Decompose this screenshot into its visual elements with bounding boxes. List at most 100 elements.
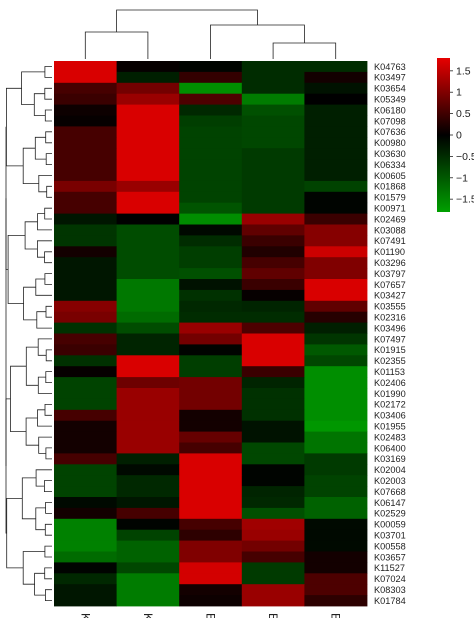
row-label: K02316 xyxy=(374,312,406,322)
row-label: K03497 xyxy=(374,73,406,83)
dendrogram-branch xyxy=(45,153,52,165)
heatmap-cell xyxy=(304,246,368,258)
heatmap-cell xyxy=(54,235,117,247)
heatmap-cell xyxy=(54,246,117,258)
heatmap-cell xyxy=(54,355,117,367)
heatmap-cell xyxy=(179,398,243,411)
heatmap-cell xyxy=(179,311,243,323)
row-label: K02483 xyxy=(374,432,406,442)
heatmap-cell xyxy=(116,344,180,356)
heatmap-cell xyxy=(116,148,180,160)
heatmap-cell xyxy=(304,180,368,193)
heatmap-cell xyxy=(304,442,368,454)
heatmap-cell xyxy=(116,279,180,291)
heatmap-cell xyxy=(241,224,305,236)
heatmap-cell xyxy=(304,540,368,552)
heatmap-cell xyxy=(241,409,305,422)
heatmap-cell xyxy=(241,486,305,498)
heatmap-cell xyxy=(304,409,368,422)
heatmap-cell xyxy=(116,420,180,432)
heatmap-cell xyxy=(179,180,243,193)
dendrogram-branch xyxy=(23,286,37,321)
column-label: B2 xyxy=(204,613,218,618)
heatmap-cell xyxy=(179,540,243,552)
dendrogram-branch xyxy=(25,417,39,446)
heatmap-cell xyxy=(116,507,180,520)
heatmap-cell xyxy=(241,420,305,432)
heatmap-cell xyxy=(116,333,180,345)
column-label: K1 xyxy=(78,613,92,618)
heatmap-cell xyxy=(304,191,368,204)
heatmap-cell xyxy=(179,464,243,476)
dendrogram-branch xyxy=(6,498,24,569)
dendrogram-branch xyxy=(44,404,52,416)
column-label: B4 xyxy=(329,613,343,618)
dendrogram-branch xyxy=(44,480,52,492)
heatmap-cell xyxy=(179,518,243,531)
dendrogram-branch xyxy=(44,66,52,78)
dendrogram-branch xyxy=(38,175,52,193)
row-label: K02172 xyxy=(374,400,406,410)
heatmap-cell xyxy=(116,366,180,378)
heatmap-cell xyxy=(116,289,180,302)
heatmap-cell xyxy=(179,562,243,574)
heatmap-cell xyxy=(241,82,305,95)
heatmap-cell xyxy=(54,71,117,84)
legend-tick-label: −1.5 xyxy=(456,194,474,206)
heatmap-cell xyxy=(179,191,243,204)
heatmap-cell xyxy=(54,497,117,509)
heatmap-cell xyxy=(304,300,368,313)
heatmap-cell xyxy=(116,518,180,531)
heatmap-cell xyxy=(54,322,117,334)
row-labels: K04763K03497K03654K05349K06180K07098K076… xyxy=(374,62,406,606)
heatmap-cell xyxy=(54,180,117,193)
heatmap-cell xyxy=(304,224,368,236)
heatmap-cell xyxy=(179,224,243,236)
heatmap-cell xyxy=(241,518,305,531)
heatmap-cell xyxy=(179,551,243,563)
dendrogram-branch xyxy=(6,87,24,167)
heatmap-cell xyxy=(304,268,368,280)
heatmap-cell xyxy=(54,115,117,127)
dendrogram-branch xyxy=(45,447,52,460)
heatmap-cell xyxy=(116,159,180,171)
heatmap-cell xyxy=(241,115,305,127)
heatmap-cell xyxy=(241,442,305,454)
dendrogram-branch xyxy=(45,349,52,362)
row-label: K07497 xyxy=(374,334,406,344)
dendrogram-branch xyxy=(22,147,39,184)
heatmap-cell xyxy=(54,540,117,552)
heatmap-cell xyxy=(241,289,305,302)
heatmap-cell xyxy=(241,170,305,182)
heatmap-cell xyxy=(116,409,180,422)
heatmap-cell xyxy=(54,159,117,171)
heatmap-cell xyxy=(304,486,368,498)
row-label: K03555 xyxy=(374,302,406,312)
dendrogram-branch xyxy=(116,9,258,32)
row-label: K07024 xyxy=(374,574,406,584)
heatmap-cell xyxy=(179,82,243,95)
dendrogram-branch xyxy=(38,436,52,454)
heatmap-cell xyxy=(304,529,368,541)
dendrogram-branch xyxy=(44,207,52,220)
heatmap-cell xyxy=(241,246,305,258)
heatmap-cell xyxy=(304,464,368,476)
heatmap-cell xyxy=(241,551,305,563)
heatmap-cell xyxy=(179,497,243,509)
heatmap-cell xyxy=(241,464,305,476)
dendrogram-branch xyxy=(21,477,37,520)
heatmap-cell xyxy=(179,420,243,432)
heatmap-cell xyxy=(179,507,243,520)
dendrogram-branch xyxy=(44,87,52,100)
heatmap-cell xyxy=(54,279,117,291)
dendrogram-branch xyxy=(7,235,26,304)
heatmap-cell xyxy=(241,213,305,225)
heatmap-cell xyxy=(304,257,368,269)
column-label: B1 xyxy=(266,613,280,618)
heatmap-cell xyxy=(54,137,117,149)
heatmap-cell xyxy=(54,507,117,520)
heatmap-cell xyxy=(241,453,305,465)
heatmap-cell xyxy=(241,235,305,247)
heatmap-cell xyxy=(54,529,117,541)
